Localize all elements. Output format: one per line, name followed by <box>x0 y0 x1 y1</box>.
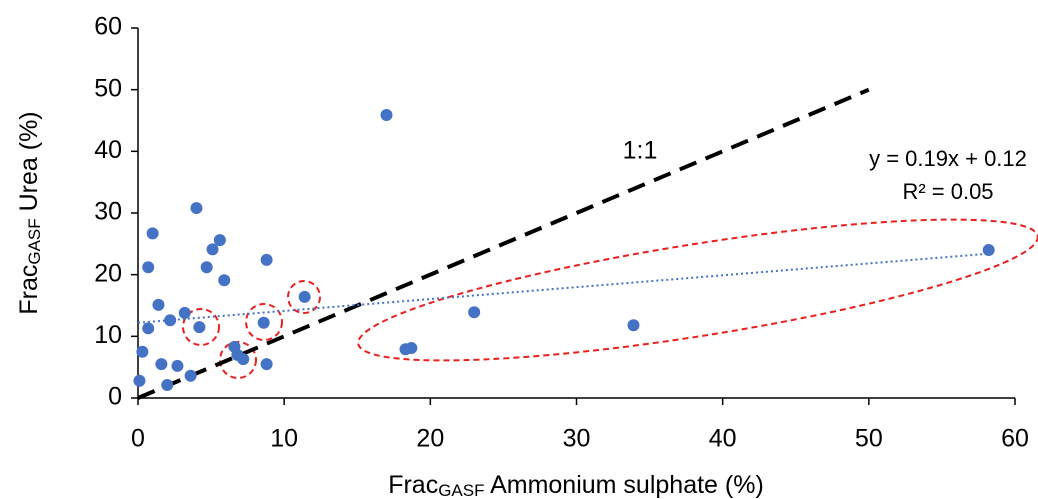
y-tick-label: 0 <box>108 383 122 411</box>
highlight-circle <box>287 280 321 314</box>
x-tick-label: 60 <box>1001 425 1029 453</box>
point <box>206 243 219 256</box>
point <box>133 374 146 387</box>
point <box>178 306 191 319</box>
point <box>193 321 206 334</box>
y-tick-label: 60 <box>94 13 122 41</box>
x-tick-label: 0 <box>131 425 145 453</box>
point <box>260 358 273 371</box>
point <box>136 345 149 358</box>
highlight-circle <box>182 308 220 346</box>
point <box>171 359 184 372</box>
line <box>137 252 989 324</box>
y-tick-label: 20 <box>94 259 122 287</box>
x-tick-label: 20 <box>416 425 444 453</box>
highlight-annotations <box>182 218 1038 379</box>
label-part: Urea (%) <box>15 111 43 218</box>
annotation: y = 0.19x + 0.12 <box>869 146 1027 171</box>
point <box>405 342 418 355</box>
y-tick-label: 30 <box>94 198 122 226</box>
point <box>142 261 155 274</box>
x-tick-label: 30 <box>563 425 591 453</box>
point <box>146 227 159 240</box>
point <box>200 261 213 274</box>
x-tick-label: 50 <box>855 425 883 453</box>
point <box>161 379 174 392</box>
point <box>298 290 311 303</box>
point <box>237 353 250 366</box>
point <box>627 319 640 332</box>
point <box>152 298 165 311</box>
label-part: Ammonium sulphate (%) <box>485 471 764 499</box>
point <box>155 358 168 371</box>
x-tick-label: 10 <box>270 425 298 453</box>
point <box>218 274 231 287</box>
point <box>213 234 226 247</box>
x-tick-label: 40 <box>709 425 737 453</box>
point <box>190 202 203 215</box>
point <box>184 369 197 382</box>
label-sub: GASF <box>25 218 44 264</box>
y-tick-label: 50 <box>94 74 122 102</box>
annotation: R² = 0.05 <box>902 179 993 204</box>
point <box>142 322 155 335</box>
point <box>380 108 393 121</box>
line <box>137 87 870 400</box>
highlight-ellipse <box>357 218 1038 362</box>
x-axis-label: FracGASF Ammonium sulphate (%) <box>388 471 764 499</box>
annotation: 1:1 <box>623 137 658 165</box>
point <box>260 253 273 266</box>
label-sub: GASF <box>438 481 484 499</box>
label-part: Frac <box>388 471 438 499</box>
point <box>982 244 995 256</box>
point <box>468 306 481 319</box>
point <box>164 314 177 327</box>
point <box>257 316 270 329</box>
y-tick-label: 10 <box>94 321 122 349</box>
highlight-circle <box>245 303 283 341</box>
y-tick-label: 40 <box>94 136 122 164</box>
y-axis-label: FracGASF Urea (%) <box>15 111 45 314</box>
label-part: Frac <box>15 265 43 315</box>
